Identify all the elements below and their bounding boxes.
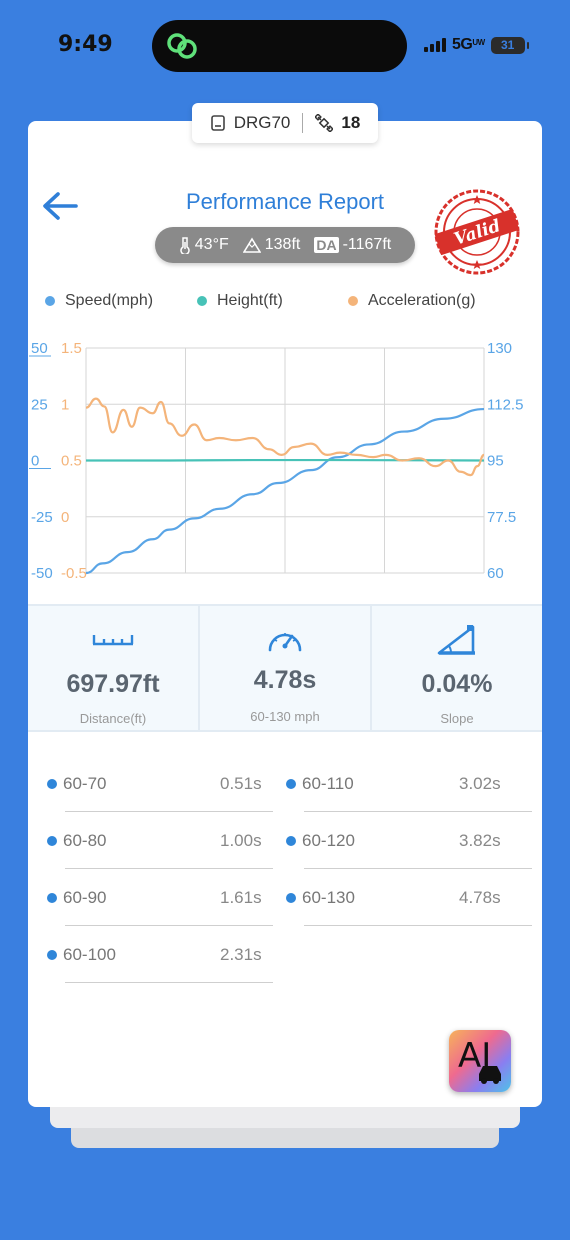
car-icon [479, 1066, 501, 1084]
satellite-icon [315, 114, 334, 132]
split-time: 3.02s [459, 774, 501, 793]
split-row: 60-80 1.00s [47, 813, 299, 869]
split-time: 0.51s [220, 774, 262, 793]
stat-time: 4.78s 60-130 mph [198, 606, 370, 730]
altitude-value: 138ft [264, 236, 301, 253]
split-row: 60-110 3.02s [286, 756, 538, 812]
slope-icon [437, 625, 475, 655]
speed-tick-label: 130 [487, 340, 512, 357]
bullet-icon [47, 950, 57, 960]
height-tick-label: 50 [31, 340, 48, 357]
accel-tick-label: 1.5 [61, 340, 82, 357]
stat-value: 4.78s [253, 666, 317, 694]
arrow-left-icon[interactable] [40, 190, 80, 222]
legend-item-acceleration[interactable]: Acceleration(g) [348, 292, 476, 310]
dynamic-island [152, 20, 407, 72]
bullet-icon [47, 893, 57, 903]
split-range: 60-110 [302, 774, 354, 793]
bullet-icon [47, 779, 57, 789]
series-line-speed [85, 407, 485, 575]
signal-icon [424, 38, 446, 52]
split-range: 60-80 [63, 831, 107, 850]
stat-label: 60-130 mph [250, 709, 320, 724]
legend-label: Height(ft) [217, 292, 283, 309]
split-time: 2.31s [220, 945, 262, 964]
split-time: 4.78s [459, 888, 501, 907]
stat-value: 697.97ft [66, 670, 160, 698]
split-row: 60-100 2.31s [47, 927, 299, 983]
status-indicators: 5GUW 31 [424, 36, 529, 54]
link-icon [167, 33, 197, 59]
stat-distance: 697.97ft Distance(ft) [28, 606, 198, 730]
satellite-count: 18 [341, 113, 361, 132]
temperature-value: 43°F [194, 236, 229, 253]
bullet-icon [47, 836, 57, 846]
split-range: 60-120 [302, 831, 355, 850]
conditions-pill: 43°F 138ft DA -1167ft [155, 227, 415, 263]
speed-tick-label: 112.5 [487, 396, 523, 413]
split-time: 3.82s [459, 831, 501, 850]
density-altitude-value: -1167ft [342, 236, 392, 253]
split-range: 60-130 [302, 888, 355, 907]
split-time: 1.00s [220, 831, 262, 850]
stats-panel: 697.97ft Distance(ft) 4.78s 60-130 mph 0… [28, 604, 542, 732]
speed-tick-label: 77.5 [487, 509, 516, 526]
height-tick-label: 0 [31, 453, 39, 470]
legend-dot [348, 296, 358, 306]
split-range: 60-70 [63, 774, 107, 793]
series-line-accel [85, 397, 485, 477]
stat-value: 0.04% [421, 670, 493, 698]
split-time: 1.61s [220, 888, 262, 907]
legend-label: Speed(mph) [65, 292, 154, 309]
bullet-icon [286, 893, 296, 903]
battery-icon: 31 [490, 36, 529, 54]
bullet-icon [286, 779, 296, 789]
accel-tick-label: 0.5 [61, 453, 82, 470]
speed-tick-label: 95 [487, 453, 504, 470]
split-row: 60-120 3.82s [286, 813, 538, 869]
ruler-icon [92, 635, 134, 646]
accel-tick-label: 0 [61, 509, 69, 526]
network-label: 5GUW [452, 36, 485, 53]
stat-label: Slope [440, 711, 474, 726]
split-row: 60-130 4.78s [286, 870, 538, 926]
ai-assistant-button[interactable]: AI [449, 1030, 511, 1092]
valid-stamp-icon: Valid [434, 189, 520, 275]
device-pill[interactable]: DRG70 18 [192, 103, 378, 143]
height-tick-label: -25 [31, 509, 53, 526]
page-title: Performance Report [185, 189, 385, 214]
stat-label: Distance(ft) [79, 711, 147, 726]
legend-item-speed[interactable]: Speed(mph) [45, 292, 153, 310]
speedometer-icon [268, 633, 302, 652]
split-row: 60-90 1.61s [47, 870, 299, 926]
speed-tick-label: 60 [487, 565, 504, 580]
height-tick-label: 25 [31, 396, 48, 413]
legend-dot [197, 296, 207, 306]
status-time: 9:49 [58, 32, 113, 57]
legend-item-height[interactable]: Height(ft) [197, 292, 283, 310]
split-row: 60-70 0.51s [47, 756, 299, 812]
device-name: DRG70 [233, 113, 291, 132]
stat-slope: 0.04% Slope [370, 606, 542, 730]
performance-chart: 50 25 0 -25 -50 1.5 1 0.5 0 -0.5 130 112.5 95 77.5 60 [29, 340, 523, 580]
mountain-icon [242, 237, 261, 253]
legend-dot [45, 296, 55, 306]
split-range: 60-90 [63, 888, 107, 907]
bullet-icon [286, 836, 296, 846]
accel-tick-label: -0.5 [61, 565, 87, 580]
thermometer-icon [180, 237, 190, 254]
legend-label: Acceleration(g) [368, 292, 476, 309]
height-tick-label: -50 [31, 565, 53, 580]
accel-tick-label: 1 [61, 396, 69, 413]
device-icon [210, 115, 225, 131]
chart-legend: Speed(mph) Height(ft) Acceleration(g) [45, 292, 545, 312]
da-label: DA [314, 237, 339, 253]
split-range: 60-100 [63, 945, 116, 964]
